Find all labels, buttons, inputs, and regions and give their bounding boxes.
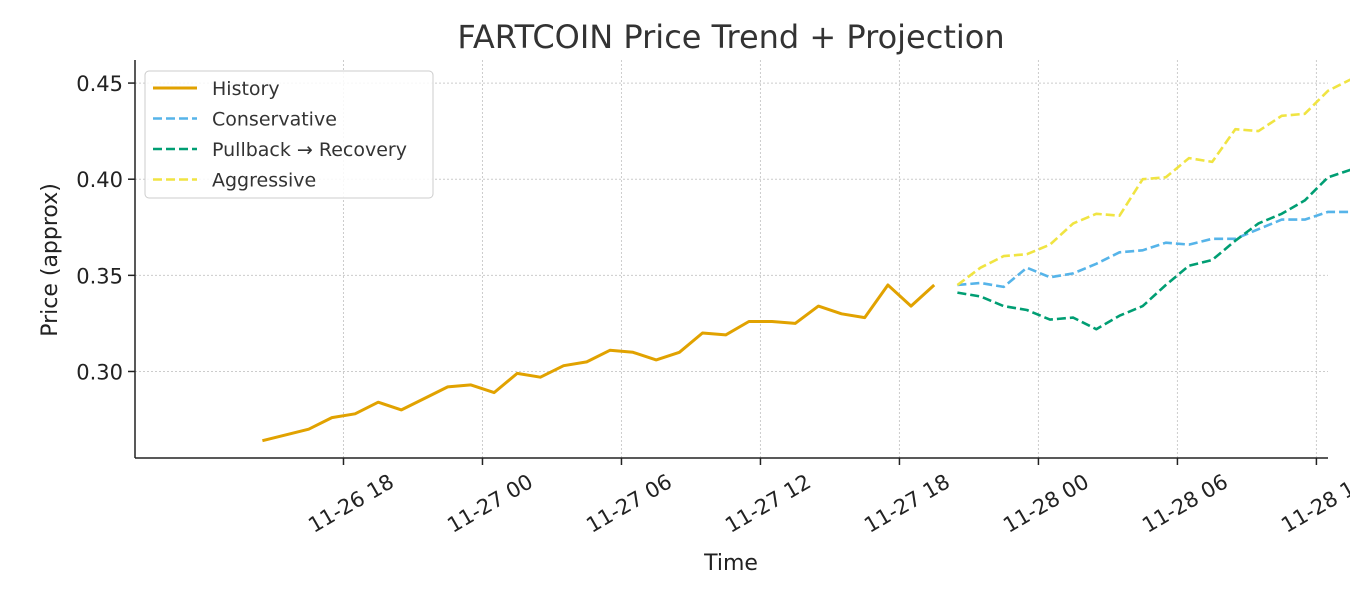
y-tick-label: 0.45 [76, 72, 123, 96]
legend-label-conservative: Conservative [212, 109, 337, 131]
x-tick-label: 11-27 00 [443, 470, 537, 538]
series-layer [262, 78, 1350, 443]
series-line-conservative [957, 210, 1350, 289]
y-tick-label: 0.40 [76, 168, 123, 192]
legend-box [144, 70, 434, 199]
axes-layer [134, 60, 1328, 459]
chart-title: FARTCOIN Price Trend + Projection [457, 18, 1004, 56]
grid-layer [135, 60, 1328, 458]
x-tick-label: 11-26 18 [304, 470, 398, 538]
x-axis-label: Time [703, 551, 758, 576]
y-axis-label: Price (approx) [38, 183, 63, 337]
legend-label-history: History [212, 78, 280, 100]
x-tick-label: 11-28 06 [1138, 470, 1232, 538]
x-tick-label: 11-27 12 [721, 470, 815, 538]
series-line-pullback-recovery [957, 168, 1350, 331]
x-tick-label: 11-27 18 [860, 470, 954, 538]
x-tick-label: 11-28 00 [999, 470, 1093, 538]
series-line-history [262, 283, 936, 443]
y-tick-label: 0.30 [76, 360, 123, 384]
x-tick-label: 11-27 06 [582, 470, 676, 538]
legend-label-aggressive: Aggressive [212, 170, 316, 192]
legend: History Conservative Pullback → Recovery Ag… [144, 70, 434, 199]
x-tick-label: 11-28 12 [1277, 470, 1350, 538]
legend-label-pullback-recovery: Pullback → Recovery [212, 139, 407, 161]
series-line-aggressive [956, 78, 1350, 287]
y-tick-label: 0.35 [76, 264, 123, 288]
